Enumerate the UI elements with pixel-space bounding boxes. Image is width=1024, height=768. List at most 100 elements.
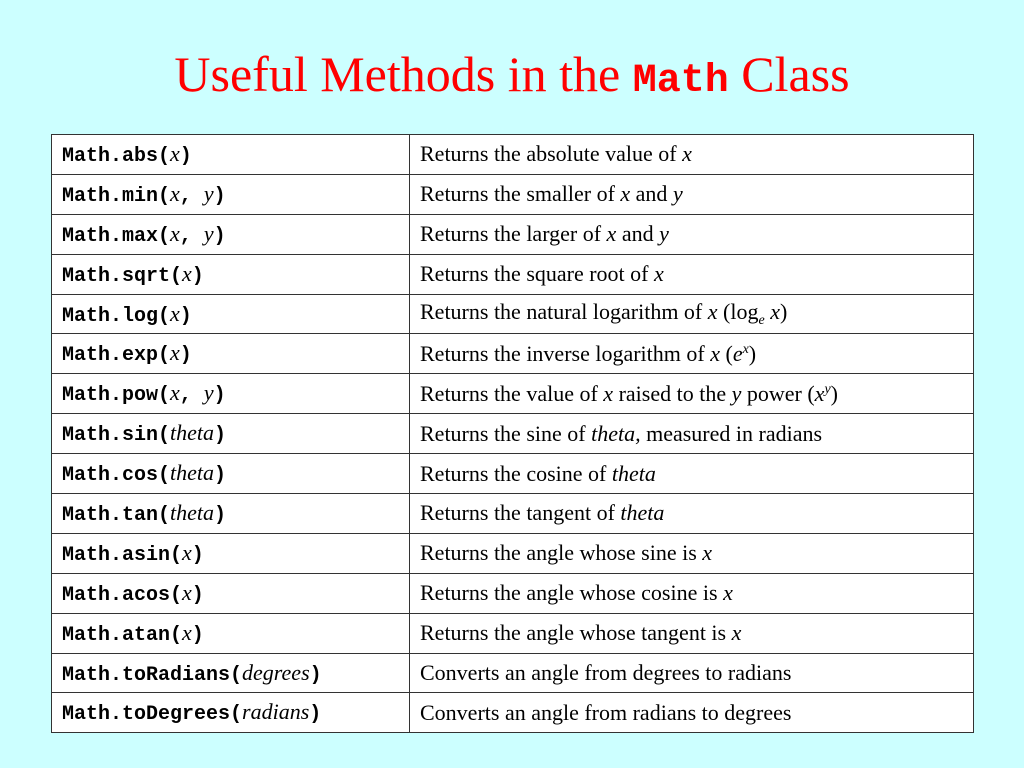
- text-segment: x: [170, 220, 180, 246]
- text-segment: Math.acos(: [62, 583, 183, 607]
- text-segment: Converts an angle from degrees to radian…: [420, 660, 792, 686]
- text-segment: Math.asin(: [62, 543, 183, 567]
- method-cell: Math.min(x, y): [51, 173, 410, 215]
- text-segment: x: [170, 340, 180, 366]
- table-row: Math.pow(x, y) Returns the value of x rai…: [51, 373, 974, 415]
- table-row: Math.acos(x) Returns the angle whose cosi…: [51, 572, 974, 614]
- text-segment: theta: [620, 500, 665, 526]
- table-row: Math.tan(theta) Returns the tangent of th…: [51, 493, 974, 534]
- description-cell: Returns the cosine of theta: [409, 453, 974, 495]
- text-segment: ): [309, 663, 322, 687]
- method-cell: Math.atan(x): [51, 612, 410, 654]
- text-segment: raised to the: [613, 380, 732, 406]
- text-segment: Returns the natural logarithm of: [420, 299, 708, 324]
- text-segment: Returns the smaller of: [420, 181, 621, 207]
- title-prefix: Useful Methods in the: [174, 46, 633, 102]
- text-segment: measured in radians: [640, 420, 823, 446]
- description-cell: Returns the natural logarithm of x (loge…: [409, 293, 974, 335]
- description-cell: Converts an angle from radians to degree…: [409, 692, 974, 734]
- text-segment: Math.toRadians(: [62, 663, 243, 687]
- text-segment: Returns the absolute value of: [420, 141, 683, 167]
- method-cell: Math.tan(theta): [51, 493, 410, 534]
- text-segment: ): [213, 384, 226, 408]
- text-segment: x: [603, 380, 614, 406]
- text-segment: theta: [611, 460, 656, 486]
- text-segment: x: [170, 180, 180, 206]
- text-segment: Returns the value of: [420, 380, 604, 406]
- description-cell: Returns the angle whose sine is x: [409, 532, 974, 574]
- description-cell: Returns the tangent of theta: [409, 493, 974, 534]
- text-segment: ): [214, 424, 227, 448]
- text-segment: x: [731, 620, 742, 646]
- text-segment: Returns the angle whose sine is: [420, 540, 703, 566]
- method-cell: Math.log(x): [51, 293, 410, 335]
- text-segment: ): [191, 543, 204, 567]
- text-segment: ,: [179, 224, 204, 248]
- text-segment: Returns the angle whose cosine is: [420, 580, 724, 606]
- text-segment: x: [182, 619, 192, 645]
- table-row: Math.log(x) Returns the natural logarithm…: [51, 293, 974, 335]
- text-segment: Math.tan(: [62, 503, 171, 527]
- text-segment: theta: [170, 499, 215, 525]
- title-code: Math: [632, 59, 729, 104]
- method-cell: Math.sin(theta): [51, 413, 410, 455]
- text-segment: ,: [179, 184, 204, 208]
- text-segment: ): [779, 299, 788, 324]
- text-segment: Math.min(: [62, 184, 171, 208]
- text-segment: ): [179, 344, 192, 368]
- text-segment: ): [191, 583, 204, 607]
- text-segment: Returns the cosine of: [420, 460, 612, 486]
- text-segment: ): [309, 703, 322, 727]
- text-segment: ): [179, 304, 192, 328]
- text-segment: x: [770, 299, 780, 324]
- description-cell: Returns the absolute value of x: [409, 134, 974, 175]
- slide-title: Useful Methods in the Math Class: [0, 42, 1024, 114]
- description-cell: Returns the inverse logarithm of x (ex): [409, 333, 974, 375]
- text-segment: x: [710, 340, 720, 366]
- text-segment: y: [659, 221, 669, 247]
- text-segment: x: [654, 261, 664, 287]
- text-segment: and: [616, 221, 660, 247]
- method-cell: Math.asin(x): [51, 532, 410, 574]
- table-row: Math.abs(x) Returns the absolute value of…: [51, 134, 974, 175]
- text-segment: y: [203, 220, 214, 246]
- method-cell: Math.sqrt(x): [51, 253, 410, 295]
- text-segment: x: [620, 181, 631, 207]
- text-segment: Converts an angle from radians to degree…: [420, 699, 792, 725]
- text-segment: x: [170, 140, 180, 166]
- text-segment: x: [702, 540, 713, 566]
- text-segment: ): [213, 184, 226, 208]
- text-segment: ): [214, 464, 227, 488]
- table-row: Math.min(x, y) Returns the smaller of x a…: [51, 173, 974, 215]
- text-segment: y: [203, 380, 214, 406]
- table-row: Math.exp(x) Returns the inverse logarithm…: [51, 333, 974, 375]
- text-segment: Math.toDegrees(: [62, 703, 243, 727]
- description-cell: Returns the angle whose cosine is x: [409, 572, 974, 614]
- text-segment: Returns the angle whose tangent is: [420, 620, 732, 646]
- method-cell: Math.abs(x): [51, 134, 410, 175]
- table-row: Math.asin(x) Returns the angle whose sine…: [51, 532, 974, 574]
- text-segment: x: [814, 380, 825, 406]
- description-cell: Returns the smaller of x and y: [409, 173, 974, 215]
- description-cell: Returns the angle whose tangent is x: [409, 612, 974, 654]
- table-row: Math.toDegrees(radians) Converts an angle…: [51, 692, 974, 734]
- text-segment: and: [630, 181, 673, 207]
- text-segment: x: [682, 141, 692, 167]
- text-segment: Math.atan(: [62, 623, 183, 647]
- method-cell: Math.exp(x): [51, 333, 410, 375]
- text-segment: Math.cos(: [62, 464, 171, 488]
- text-segment: x: [170, 300, 180, 326]
- text-segment: y: [672, 181, 683, 207]
- description-cell: Returns the sine of theta, measured in r…: [409, 413, 974, 455]
- text-segment: Returns the tangent of: [420, 500, 621, 526]
- text-segment: ): [214, 503, 227, 527]
- title-suffix: Class: [728, 46, 850, 102]
- text-segment: e: [758, 313, 765, 328]
- math-methods-table: Math.abs(x) Returns the absolute value of…: [51, 134, 974, 734]
- method-cell: Math.toDegrees(radians): [51, 692, 410, 734]
- table-row: Math.cos( theta) Returns the cosine of the…: [51, 453, 974, 495]
- text-segment: x: [170, 380, 180, 406]
- text-segment: x: [182, 579, 192, 605]
- text-segment: x: [182, 539, 192, 565]
- text-segment: ): [213, 224, 226, 248]
